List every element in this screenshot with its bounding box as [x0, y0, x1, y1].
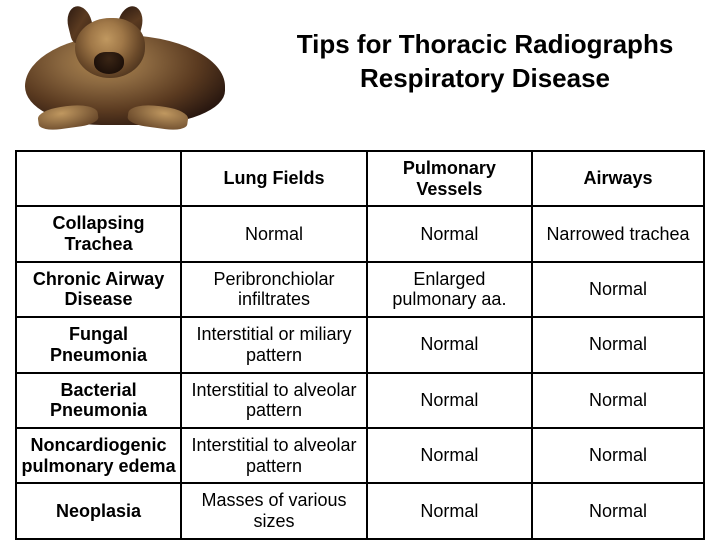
table-header-row: Lung Fields Pulmonary Vessels Airways: [16, 151, 704, 206]
header-area: Tips for Thoracic Radiographs Respirator…: [0, 0, 720, 150]
table-row: Collapsing Trachea Normal Normal Narrowe…: [16, 206, 704, 261]
table-row: Fungal Pneumonia Interstitial or miliary…: [16, 317, 704, 372]
cell: Interstitial to alveolar pattern: [181, 373, 367, 428]
table-row: Noncardiogenic pulmonary edema Interstit…: [16, 428, 704, 483]
radiograph-table: Lung Fields Pulmonary Vessels Airways Co…: [15, 150, 705, 540]
table-row: Neoplasia Masses of various sizes Normal…: [16, 483, 704, 538]
cell: Normal: [532, 483, 704, 538]
title-line-1: Tips for Thoracic Radiographs: [250, 28, 720, 62]
title-line-2: Respiratory Disease: [250, 62, 720, 96]
row-header: Collapsing Trachea: [16, 206, 181, 261]
col-header: Lung Fields: [181, 151, 367, 206]
cell: Normal: [367, 317, 532, 372]
row-header: Bacterial Pneumonia: [16, 373, 181, 428]
cell: Normal: [532, 373, 704, 428]
cell: Normal: [532, 317, 704, 372]
table-container: Lung Fields Pulmonary Vessels Airways Co…: [0, 150, 720, 550]
cell: Masses of various sizes: [181, 483, 367, 538]
cell: Normal: [367, 483, 532, 538]
row-header: Fungal Pneumonia: [16, 317, 181, 372]
cell: Normal: [532, 428, 704, 483]
row-header: Chronic Airway Disease: [16, 262, 181, 317]
row-header: Neoplasia: [16, 483, 181, 538]
title-block: Tips for Thoracic Radiographs Respirator…: [250, 10, 720, 96]
cell: Normal: [181, 206, 367, 261]
corner-cell: [16, 151, 181, 206]
cell: Narrowed trachea: [532, 206, 704, 261]
cell: Normal: [532, 262, 704, 317]
cell: Normal: [367, 428, 532, 483]
row-header: Noncardiogenic pulmonary edema: [16, 428, 181, 483]
cell: Normal: [367, 373, 532, 428]
cell: Interstitial to alveolar pattern: [181, 428, 367, 483]
cell: Peribronchiolar infiltrates: [181, 262, 367, 317]
cell: Enlarged pulmonary aa.: [367, 262, 532, 317]
dog-illustration: [10, 10, 240, 140]
cell: Interstitial or miliary pattern: [181, 317, 367, 372]
table-row: Bacterial Pneumonia Interstitial to alve…: [16, 373, 704, 428]
cell: Normal: [367, 206, 532, 261]
table-row: Chronic Airway Disease Peribronchiolar i…: [16, 262, 704, 317]
col-header: Airways: [532, 151, 704, 206]
col-header: Pulmonary Vessels: [367, 151, 532, 206]
